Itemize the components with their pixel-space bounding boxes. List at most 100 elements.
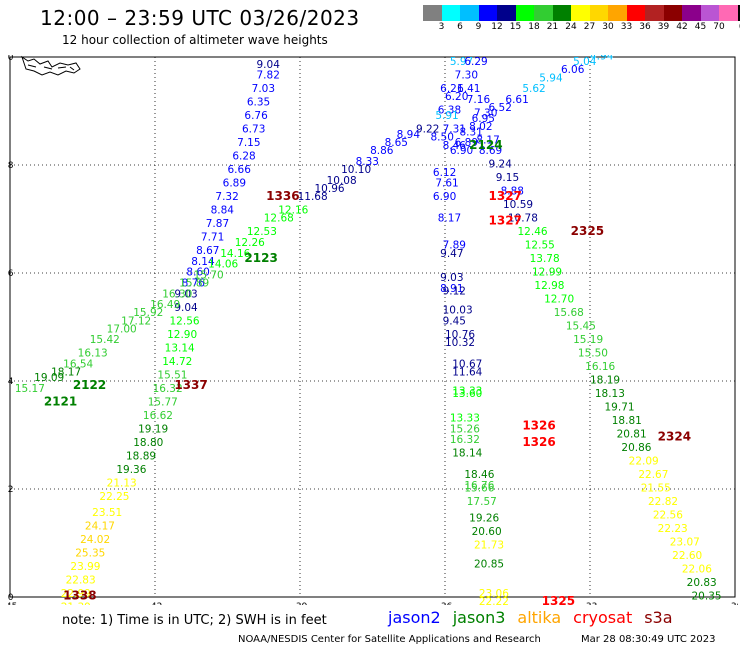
track-a: 9.047.827.036.356.766.737.156.286.666.89…: [61, 59, 280, 606]
wave-height-value: 7.71: [201, 232, 224, 244]
wave-height-value: 15.92: [133, 307, 163, 319]
pass-number: 2124: [469, 138, 502, 152]
satellite-jason3: jason3: [452, 608, 506, 627]
wave-height-value: 16.54: [63, 359, 93, 371]
wave-height-value: 17.00: [107, 323, 137, 335]
wave-height-value: 9.03: [174, 288, 197, 300]
wave-height-value: 9.24: [489, 159, 513, 171]
wave-height-value: 8.67: [196, 245, 219, 257]
wave-height-value: 20.35: [692, 591, 722, 603]
wave-height-value: 13.78: [530, 253, 560, 265]
satellite-cryosat: cryosat: [573, 608, 633, 627]
longitude-label: -36: [438, 602, 453, 605]
wave-height-value: 20.60: [472, 526, 502, 538]
wave-height-value: 18.46: [464, 469, 494, 481]
satellite-legend: jason2 jason3 altika cryosat s3a: [388, 608, 685, 627]
wave-height-value: 12.46: [518, 226, 548, 238]
wave-height-value: 9.15: [496, 172, 519, 184]
pass-number: 1326: [522, 419, 555, 433]
wave-height-value: 22.82: [648, 496, 678, 508]
footer-note: note: 1) Time is in UTC; 2) SWH is in fe…: [62, 613, 327, 628]
wave-height-value: 9.47: [440, 248, 463, 260]
wave-height-value: 22.06: [682, 564, 712, 576]
wave-height-value: 5.04: [573, 56, 597, 68]
legend-swatch: [515, 5, 534, 21]
wave-height-value: 15.89: [179, 278, 209, 290]
wave-height-value: 10.67: [452, 359, 482, 371]
wave-height-value: 10.03: [443, 305, 473, 317]
wave-height-value: 9.12: [443, 286, 466, 298]
wave-height-value: 5.62: [522, 83, 545, 95]
pass-number: 1336: [266, 189, 299, 203]
legend-tick: 42: [676, 22, 688, 32]
wave-height-value: 24.02: [80, 534, 110, 546]
wave-height-value: 7.31: [443, 124, 466, 136]
wave-height-value: 13.33: [452, 386, 482, 398]
wave-height-value: 13.60: [452, 388, 482, 400]
longitude-label: -45: [8, 602, 17, 605]
legend-tick: 39: [657, 22, 670, 32]
wave-height-value: 22.09: [629, 456, 659, 468]
altimeter-map: 9.047.827.036.356.766.737.156.286.666.89…: [8, 55, 738, 605]
wave-height-value: 8.65: [385, 137, 408, 149]
legend-tick: 33: [620, 22, 633, 32]
wave-height-value: 18.81: [612, 415, 642, 427]
wave-height-value: 11.68: [298, 191, 328, 203]
wave-height-value: 6.89: [455, 137, 478, 149]
wave-height-value: 10.96: [315, 183, 345, 195]
wave-height-value: 17.12: [121, 315, 151, 327]
wave-height-value: 13.14: [165, 342, 195, 354]
map-title: 12:00 – 23:59 UTC 03/26/2023: [40, 6, 360, 30]
wave-height-value: 10.10: [341, 164, 371, 176]
wave-height-value: 14.16: [220, 248, 250, 260]
wave-height-value: 19.26: [469, 512, 499, 524]
wave-height-value: 20.83: [687, 577, 717, 589]
footer-credit: NOAA/NESDIS Center for Satellite Applica…: [238, 634, 541, 645]
wave-height-value: 6.90: [450, 145, 473, 157]
legend-swatch: [737, 5, 740, 21]
satellite-jason2: jason2: [388, 608, 441, 627]
pass-labels: 1336212321222121133713381339212413271327…: [44, 138, 691, 605]
wave-height-value: 12.90: [167, 329, 197, 341]
wave-height-value: 8.76: [182, 278, 206, 290]
wave-height-value: 6.95: [472, 113, 495, 125]
legend-swatch: [460, 5, 479, 21]
wave-height-value: 16.76: [464, 480, 494, 492]
longitude-label: -39: [293, 602, 308, 605]
wave-height-value: 6.38: [438, 105, 461, 117]
legend-swatch: [589, 5, 608, 21]
legend-tick: 27: [583, 22, 596, 32]
wave-height-value: 15.19: [573, 334, 603, 346]
latitude-label: 58: [8, 161, 14, 171]
wave-height-value: 6.28: [232, 151, 255, 163]
wave-height-value: 15.17: [15, 383, 45, 395]
wave-height-value: 6.90: [433, 191, 456, 203]
wave-height-value: 21.13: [107, 477, 137, 489]
wave-height-value: 22.56: [653, 510, 683, 522]
legend-swatch: [478, 5, 497, 21]
wave-height-value: 8.02: [469, 121, 492, 133]
wave-height-value: 15.45: [566, 321, 596, 333]
wave-height-value: 6.52: [489, 102, 512, 114]
map-subtitle: 12 hour collection of altimeter wave hei…: [62, 33, 328, 47]
legend-swatch: [645, 5, 664, 21]
wave-height-value: 20.86: [621, 442, 651, 454]
wave-height-value: 22.22: [479, 596, 509, 605]
wave-height-value: 15.68: [554, 307, 584, 319]
legend-swatch: [423, 5, 442, 21]
legend-tick: 45: [694, 22, 707, 32]
latitude-label: 52: [8, 485, 13, 495]
pass-number: 2122: [73, 378, 106, 392]
latitude-label: 60: [8, 55, 14, 63]
wave-height-value: 6.06: [561, 64, 585, 76]
wave-height-value: 7.32: [215, 191, 238, 203]
legend-swatch: [608, 5, 627, 21]
wave-height-value: 21.39: [61, 602, 91, 606]
wave-height-value: 22.25: [99, 491, 129, 503]
wave-height-value: 15.66: [464, 483, 494, 495]
wave-height-value: 8.94: [397, 129, 421, 141]
wave-height-value: 8.14: [191, 256, 215, 268]
wave-height-value: 16.32: [153, 383, 183, 395]
wave-height-value: 7.16: [467, 94, 491, 106]
